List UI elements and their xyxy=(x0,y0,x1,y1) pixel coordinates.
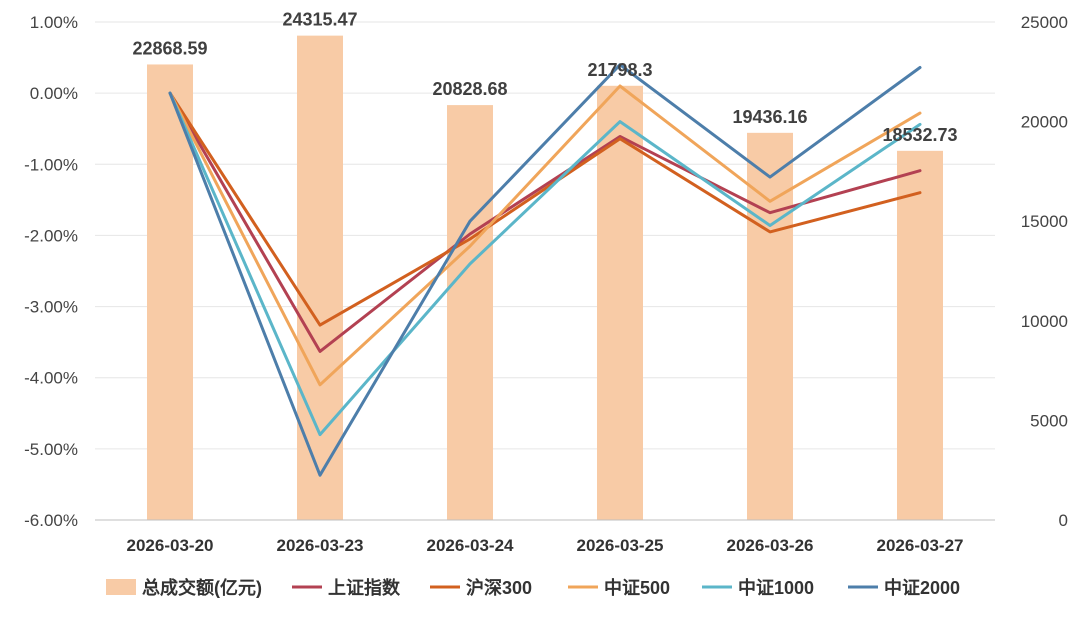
x-tick-label: 2026-03-25 xyxy=(577,536,664,555)
bar-data-label: 19436.16 xyxy=(732,107,807,127)
y-left-tick-label: -2.00% xyxy=(24,226,78,245)
y-left-tick-label: 0.00% xyxy=(30,84,78,103)
bar-data-label: 21798.3 xyxy=(587,60,652,80)
series-line xyxy=(168,91,922,437)
series-line xyxy=(168,84,922,387)
x-tick-label: 2026-03-24 xyxy=(427,536,515,555)
y-left-tick-label: -3.00% xyxy=(24,298,78,317)
line-series xyxy=(168,63,922,477)
bar xyxy=(597,85,643,520)
bar-series xyxy=(147,35,943,521)
y-right-tick-label: 0 xyxy=(1059,511,1068,530)
series-line xyxy=(168,91,922,353)
x-tick-label: 2026-03-20 xyxy=(127,536,214,555)
gridlines xyxy=(95,21,995,450)
y-right-tick-label: 5000 xyxy=(1030,411,1068,430)
y-right-tick-label: 10000 xyxy=(1021,312,1068,331)
y-right-tick-label: 25000 xyxy=(1021,13,1068,32)
legend-label: 上证指数 xyxy=(328,577,401,598)
bar xyxy=(897,150,943,521)
legend: 总成交额(亿元) 上证指数 沪深300 中证500 中证1000 中证2000 xyxy=(106,577,960,598)
legend-label: 总成交额(亿元) xyxy=(142,577,262,598)
bar-data-label: 20828.68 xyxy=(432,79,507,99)
y-right-tick-label: 15000 xyxy=(1021,212,1068,231)
bar-data-label: 24315.47 xyxy=(282,10,357,30)
bar-data-label: 18532.73 xyxy=(882,125,957,145)
y-left-tick-label: -1.00% xyxy=(24,155,78,174)
x-tick-label: 2026-03-23 xyxy=(277,536,364,555)
data-labels: 22868.59 24315.47 20828.68 21798.3 19436.16 1… xyxy=(132,10,957,145)
y-right-tick-label: 20000 xyxy=(1021,113,1068,132)
series-line xyxy=(168,63,922,477)
y-left-tick-label: 1.00% xyxy=(30,13,78,32)
y-left-tick-label: -6.00% xyxy=(24,511,78,530)
bar xyxy=(147,64,193,520)
axes: 1.00% 0.00% -1.00% -2.00% -3.00% -4.00% -5.00%… xyxy=(24,13,1068,555)
legend-swatch-bar xyxy=(106,579,136,595)
x-tick-label: 2026-03-27 xyxy=(877,536,964,555)
legend-label: 沪深300 xyxy=(466,577,532,598)
y-left-tick-label: -4.00% xyxy=(24,369,78,388)
legend-label: 中证1000 xyxy=(738,577,814,598)
bar xyxy=(447,105,493,520)
y-left-tick-label: -5.00% xyxy=(24,440,78,459)
series-line xyxy=(168,91,922,327)
bar xyxy=(747,132,793,520)
x-tick-label: 2026-03-26 xyxy=(727,536,814,555)
legend-label: 中证2000 xyxy=(884,577,960,598)
legend-label: 中证500 xyxy=(604,577,670,598)
bar-data-label: 22868.59 xyxy=(132,38,207,58)
